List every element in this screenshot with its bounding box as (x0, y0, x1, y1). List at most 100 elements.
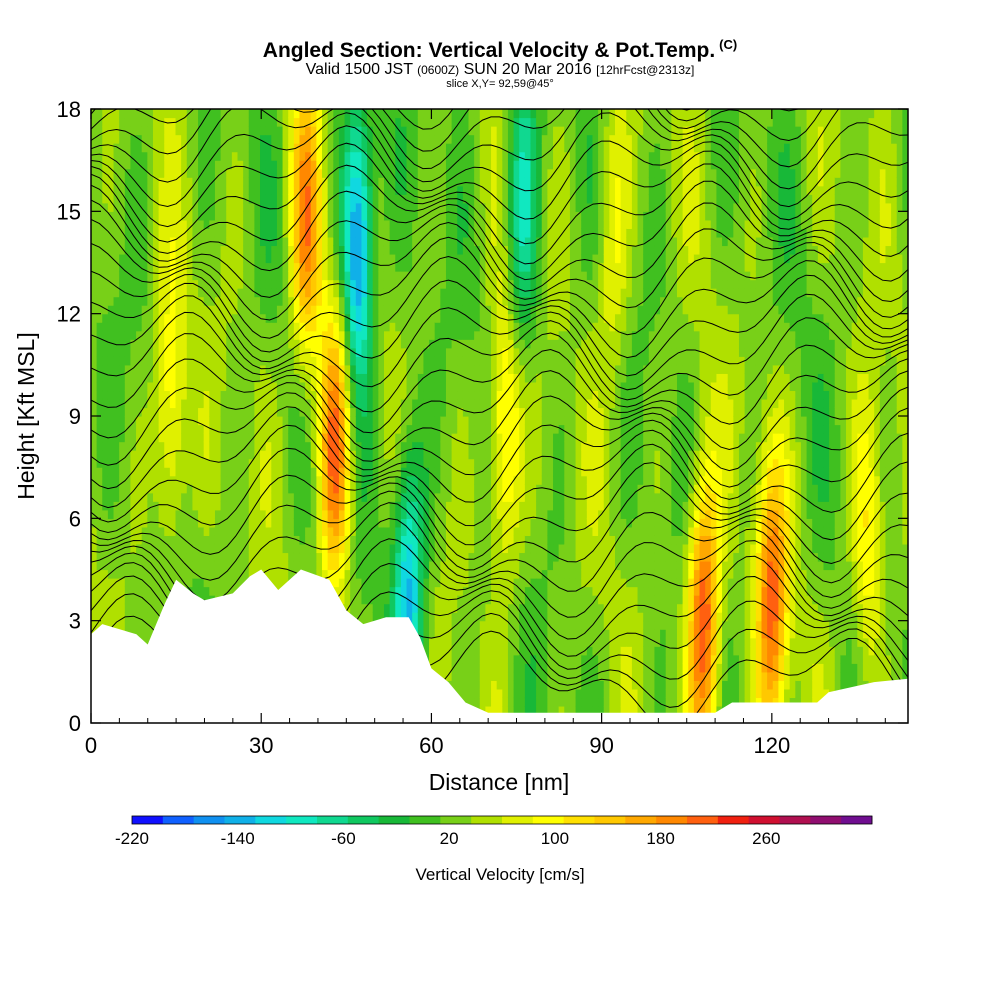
velocity-cell (429, 569, 436, 579)
velocity-cell (91, 381, 98, 392)
velocity-cell (102, 509, 109, 519)
velocity-cell (457, 475, 464, 485)
velocity-cell (429, 296, 436, 306)
velocity-cell (96, 484, 103, 494)
velocity-cell (209, 313, 216, 323)
velocity-cell (378, 236, 385, 247)
velocity-cell (462, 560, 470, 571)
velocity-cell (141, 262, 148, 272)
velocity-cell (141, 535, 148, 545)
velocity-cell (175, 390, 182, 400)
velocity-cell (119, 160, 126, 170)
velocity-cell (367, 160, 374, 170)
velocity-cell (169, 364, 177, 374)
velocity-cell (226, 194, 233, 204)
velocity-cell (181, 271, 188, 281)
velocity-cell (400, 117, 408, 127)
velocity-cell (220, 552, 227, 562)
velocity-cell (130, 143, 137, 153)
velocity-cell (265, 296, 272, 306)
velocity-cell (226, 424, 233, 434)
velocity-cell (198, 433, 205, 443)
velocity-cell (96, 126, 103, 136)
velocity-cell (164, 168, 171, 178)
velocity-cell (479, 526, 487, 536)
velocity-cell (136, 543, 143, 554)
velocity-cell (468, 322, 475, 332)
velocity-cell (169, 509, 177, 519)
velocity-cell (276, 109, 284, 119)
velocity-cell (158, 586, 165, 596)
velocity-cell (119, 288, 126, 298)
velocity-cell (451, 398, 458, 409)
velocity-cell (141, 364, 148, 374)
velocity-cell (372, 433, 379, 443)
velocity-cell (203, 586, 210, 596)
velocity-cell (175, 160, 182, 170)
velocity-cell (462, 211, 470, 221)
velocity-cell (96, 441, 103, 451)
velocity-cell (91, 416, 98, 426)
velocity-cell (338, 117, 346, 127)
velocity-cell (462, 236, 470, 247)
velocity-cell (322, 236, 329, 247)
velocity-cell (276, 578, 284, 588)
velocity-cell (457, 305, 464, 315)
velocity-cell (389, 416, 396, 426)
velocity-cell (338, 526, 346, 536)
velocity-cell (203, 560, 210, 571)
velocity-cell (440, 509, 447, 519)
velocity-cell (361, 347, 368, 357)
velocity-cell (107, 177, 115, 187)
velocity-cell (406, 450, 413, 460)
velocity-cell (158, 202, 165, 212)
velocity-cell (378, 322, 385, 332)
velocity-cell (226, 441, 233, 451)
velocity-cell (333, 475, 340, 485)
velocity-cell (383, 586, 391, 596)
velocity-cell (119, 202, 126, 212)
velocity-cell (361, 126, 368, 136)
velocity-cell (429, 194, 436, 204)
velocity-cell (400, 484, 408, 494)
velocity-cell (192, 194, 199, 204)
velocity-cell (248, 236, 255, 247)
velocity-cell (429, 560, 436, 571)
velocity-cell (474, 390, 481, 400)
velocity-cell (198, 177, 205, 187)
velocity-cell (260, 134, 267, 144)
velocity-cell (141, 569, 148, 579)
velocity-cell (440, 424, 447, 434)
velocity-cell (141, 134, 148, 144)
velocity-cell (91, 433, 98, 443)
velocity-cell (198, 552, 205, 562)
velocity-cell (293, 288, 301, 298)
velocity-cell (474, 688, 481, 699)
velocity-cell (400, 253, 408, 264)
velocity-cell (209, 560, 216, 571)
velocity-cell (186, 168, 194, 178)
velocity-cell (457, 271, 464, 281)
velocity-cell (226, 535, 233, 545)
velocity-cell (282, 202, 289, 212)
velocity-cell (468, 117, 475, 127)
velocity-cell (344, 185, 351, 195)
velocity-cell (107, 168, 115, 178)
velocity-cell (186, 143, 194, 153)
velocity-cell (355, 322, 363, 332)
velocity-cell (434, 168, 441, 178)
velocity-cell (395, 586, 402, 596)
velocity-cell (383, 160, 391, 170)
velocity-cell (451, 509, 458, 519)
velocity-cell (282, 109, 289, 119)
velocity-cell (457, 262, 464, 272)
velocity-cell (429, 202, 436, 212)
velocity-cell (164, 552, 171, 562)
velocity-cell (322, 202, 329, 212)
velocity-cell (434, 612, 441, 622)
velocity-cell (327, 288, 334, 298)
velocity-cell (474, 620, 481, 630)
velocity-cell (423, 253, 430, 264)
velocity-cell (378, 305, 385, 315)
velocity-cell (412, 253, 419, 264)
